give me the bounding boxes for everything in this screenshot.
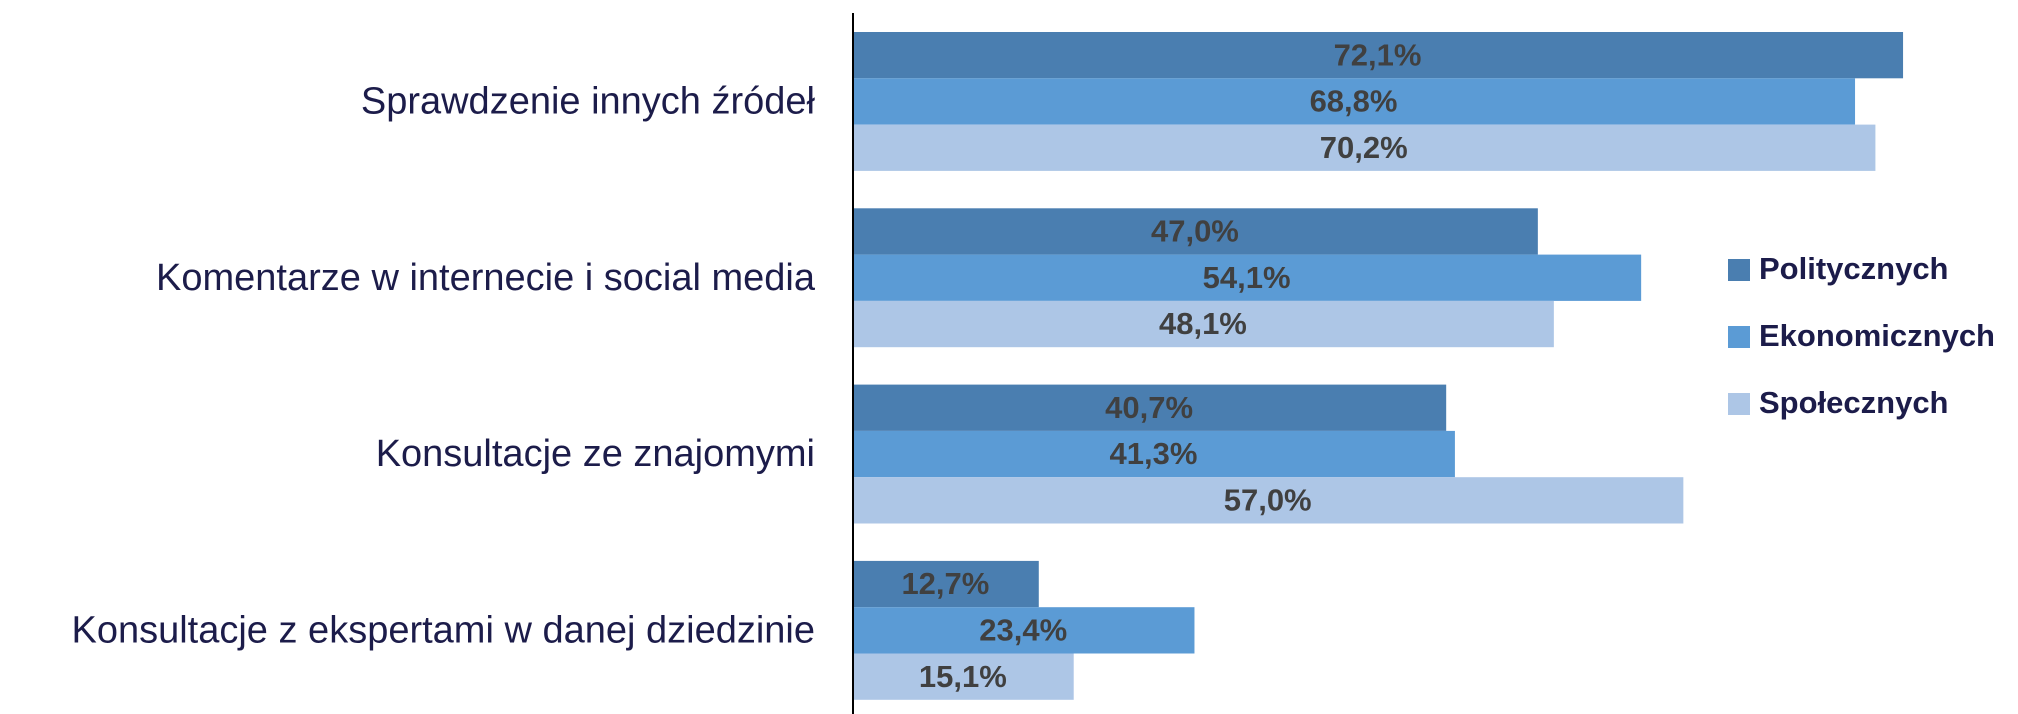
value-label: 40,7% [1105, 390, 1193, 425]
legend-label: Politycznych [1759, 251, 1949, 286]
legend-label: Ekonomicznych [1759, 318, 1995, 353]
value-label: 70,2% [1320, 130, 1408, 165]
bar [854, 477, 1684, 524]
value-label: 54,1% [1203, 260, 1291, 295]
bar [854, 653, 1074, 700]
legend-swatch [1728, 393, 1750, 415]
legend-swatch [1728, 259, 1750, 281]
value-label: 72,1% [1334, 37, 1422, 72]
value-label: 68,8% [1310, 84, 1398, 119]
value-label: 23,4% [979, 613, 1067, 648]
value-label: 41,3% [1110, 436, 1198, 471]
bar [854, 384, 1447, 431]
value-label: 12,7% [901, 566, 989, 601]
value-label: 48,1% [1159, 306, 1247, 341]
bar [854, 32, 1904, 79]
value-label: 15,1% [919, 659, 1007, 694]
category-label: Sprawdzenie innych źródeł [361, 80, 816, 122]
legend-swatch [1728, 326, 1750, 348]
category-label: Komentarze w internecie i social media [156, 257, 816, 299]
category-label: Konsultacje z ekspertami w danej dziedzi… [71, 609, 815, 651]
value-label: 47,0% [1151, 214, 1239, 249]
bar [854, 300, 1554, 348]
bar [854, 208, 1538, 255]
value-label: 57,0% [1224, 483, 1312, 518]
legend-label: Społecznych [1759, 385, 1949, 420]
bar [854, 78, 1856, 125]
bar [854, 124, 1876, 171]
bar [854, 254, 1642, 301]
bar [854, 560, 1039, 608]
bar [854, 607, 1195, 654]
category-label: Konsultacje ze znajomymi [376, 433, 815, 475]
bar [854, 430, 1455, 478]
